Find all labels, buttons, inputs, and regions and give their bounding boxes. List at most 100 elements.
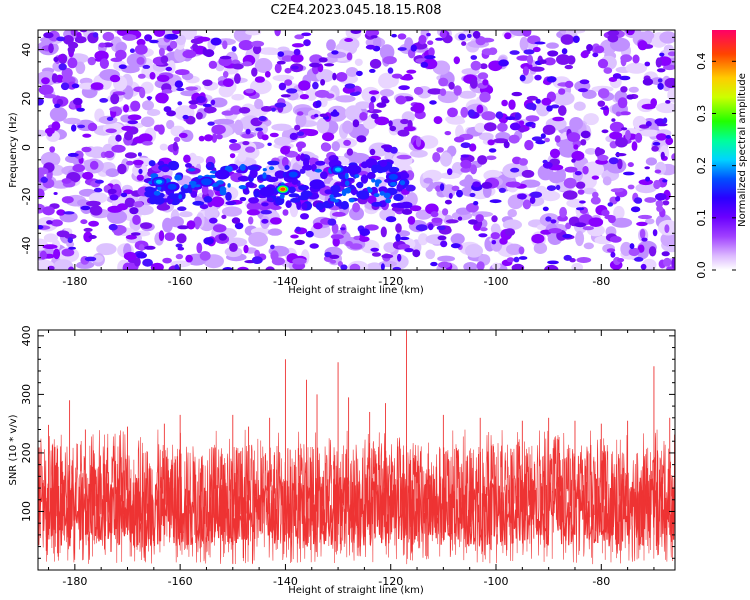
heatmap-noise-blob	[98, 42, 106, 48]
heatmap-noise-blob	[453, 85, 462, 96]
heatmap-noise-blob	[518, 158, 529, 166]
heatmap-noise-blob	[124, 152, 137, 159]
heatmap-noise-blob	[404, 248, 414, 253]
heatmap-noise-blob	[639, 228, 646, 239]
heatmap-noise-blob	[582, 226, 594, 231]
heatmap-noise-blob	[415, 224, 428, 232]
heatmap-noise-blob	[509, 122, 521, 131]
heatmap-noise-blob	[139, 87, 146, 99]
heatmap-band-blob	[285, 200, 292, 209]
heatmap-noise-blob	[481, 111, 496, 121]
heatmap-noise-blob	[439, 88, 447, 96]
heatmap-noise-blob	[645, 176, 651, 182]
heatmap-noise-blob	[355, 101, 371, 109]
heatmap-noise-blob	[109, 106, 121, 112]
heatmap-noise-blob	[324, 63, 335, 67]
heatmap-noise-blob	[431, 217, 443, 223]
heatmap-noise-blob	[430, 211, 439, 218]
heatmap-noise-blob	[389, 125, 397, 132]
heatmap-noise-blob	[63, 35, 74, 45]
heatmap-noise-blob	[122, 34, 137, 41]
heatmap-noise-blob	[175, 253, 184, 260]
heatmap-noise-blob	[671, 257, 675, 269]
heatmap-noise-blob	[136, 56, 145, 65]
heatmap-band-blob	[262, 168, 267, 172]
heatmap-noise-blob	[469, 143, 477, 152]
heatmap-noise-blob	[165, 66, 173, 72]
chart-title: C2E4.2023.045.18.15.R08	[270, 3, 441, 18]
heatmap-noise-blob	[277, 51, 285, 57]
heatmap-noise-blob	[176, 233, 187, 244]
heatmap-noise-blob	[535, 140, 546, 145]
heatmap-noise-blob	[387, 67, 394, 74]
heatmap-noise-blob	[81, 146, 92, 153]
heatmap-noise-blob	[136, 38, 146, 47]
heatmap-y-tick-label: -40	[20, 237, 33, 255]
heatmap-noise-blob	[571, 158, 576, 163]
heatmap-noise-blob	[465, 244, 483, 258]
heatmap-noise-blob	[210, 99, 216, 106]
colorbar-tick-label: 0.1	[695, 209, 708, 227]
heatmap-noise-blob	[563, 177, 577, 189]
heatmap-noise-blob	[444, 199, 452, 205]
heatmap-noise-blob	[659, 31, 675, 44]
heatmap-noise-blob	[121, 125, 134, 131]
heatmap-band-blob	[227, 183, 231, 188]
heatmap-noise-blob	[640, 263, 647, 270]
heatmap-noise-blob	[396, 154, 412, 160]
heatmap-noise-blob	[47, 265, 55, 270]
snr-trace-core	[38, 476, 675, 547]
heatmap-noise-blob	[93, 187, 103, 193]
heatmap-band-blob	[374, 179, 382, 184]
heatmap-noise-blob	[343, 139, 351, 146]
heatmap-noise-blob	[439, 183, 445, 192]
heatmap-noise-blob	[248, 216, 254, 225]
heatmap-band-blob	[349, 184, 355, 190]
heatmap-noise-blob	[610, 251, 616, 258]
heatmap-noise-blob	[403, 73, 413, 81]
heatmap-band-blob	[324, 189, 333, 195]
heatmap-noise-blob	[123, 251, 137, 261]
heatmap-noise-blob	[331, 141, 340, 152]
heatmap-noise-blob	[580, 130, 591, 139]
heatmap-noise-blob	[546, 185, 557, 192]
heatmap-noise-blob	[435, 185, 442, 192]
heatmap-band-blob	[151, 198, 157, 203]
heatmap-noise-blob	[245, 146, 256, 153]
heatmap-noise-blob	[74, 150, 84, 159]
heatmap-noise-blob	[632, 54, 640, 64]
heatmap-band-blob	[371, 201, 383, 207]
heatmap-noise-blob	[451, 185, 460, 191]
heatmap-noise-blob	[564, 166, 578, 173]
heatmap-noise-blob	[440, 152, 452, 167]
heatmap-noise-blob	[407, 216, 416, 225]
heatmap-noise-blob	[142, 100, 154, 111]
heatmap-noise-blob	[513, 256, 520, 263]
heatmap-noise-blob	[38, 167, 49, 175]
heatmap-noise-blob	[425, 249, 436, 260]
heatmap-noise-blob	[204, 134, 213, 142]
heatmap-noise-blob	[564, 64, 573, 70]
heatmap-noise-blob	[617, 158, 623, 170]
heatmap-noise-blob	[110, 93, 120, 105]
heatmap-noise-blob	[531, 233, 545, 244]
heatmap-noise-blob	[463, 262, 478, 270]
heatmap-band-blob	[288, 193, 300, 198]
heatmap-noise-blob	[415, 136, 422, 148]
heatmap-noise-blob	[222, 40, 228, 50]
heatmap-strongest-peak	[281, 188, 285, 191]
heatmap-noise-blob	[251, 40, 265, 47]
heatmap-noise-blob	[644, 61, 651, 67]
heatmap-noise-blob	[435, 37, 444, 41]
heatmap-noise-blob	[566, 55, 576, 65]
heatmap-noise-blob	[153, 30, 166, 37]
heatmap-noise-blob	[82, 133, 92, 138]
heatmap-noise-blob	[102, 31, 115, 42]
heatmap-noise-blob	[149, 72, 156, 80]
heatmap-noise-blob	[585, 148, 597, 155]
heatmap-noise-blob	[397, 243, 410, 250]
heatmap-noise-blob	[259, 206, 269, 211]
heatmap-noise-blob	[66, 241, 75, 248]
heatmap-noise-blob	[354, 58, 363, 66]
heatmap-noise-blob	[221, 110, 235, 116]
